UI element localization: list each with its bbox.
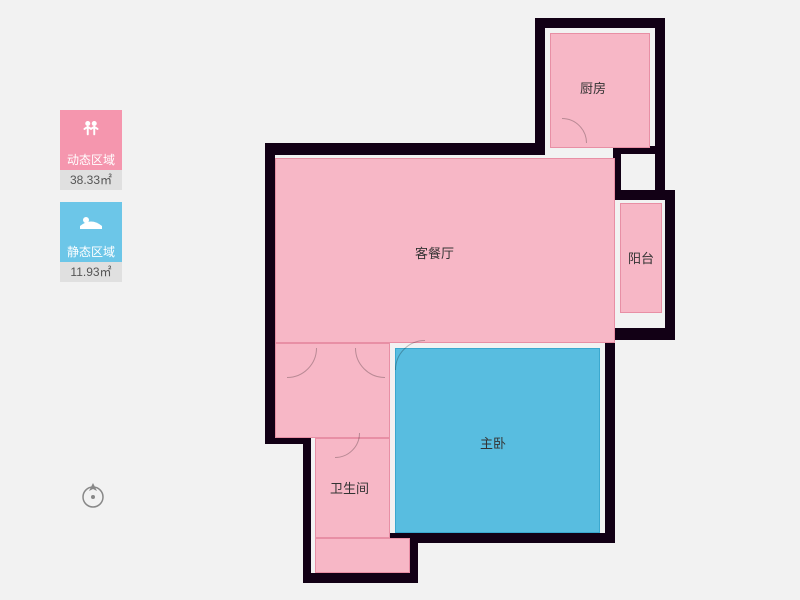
wall [535,18,545,153]
legend-dynamic-label: 动态区域 [60,150,122,170]
label-kitchen: 厨房 [580,78,606,97]
wall [265,143,545,155]
wall [388,533,613,543]
wall [410,536,418,583]
legend-static-label: 静态区域 [60,242,122,262]
room-entry [315,538,410,573]
wall [303,436,311,581]
floorplan: 客餐厅 厨房 阳台 主卧 卫生间 [255,18,685,583]
legend-static-icon [60,202,122,242]
legend-static: 静态区域 11.93㎡ [60,202,122,282]
wall [265,143,275,443]
bed-icon [77,211,105,233]
legend-dynamic-value: 38.33㎡ [60,170,122,190]
wall [605,338,615,543]
label-balcony: 阳台 [628,248,654,267]
legend-dynamic-icon [60,110,122,150]
legend-dynamic: 动态区域 38.33㎡ [60,110,122,190]
compass-icon [78,480,108,510]
people-icon [78,117,104,143]
wall [665,190,675,340]
wall [615,190,665,200]
wall [303,573,418,583]
wall [655,18,665,198]
label-master: 主卧 [480,433,506,452]
label-bath: 卫生间 [330,478,369,497]
wall [535,18,665,28]
legend-static-value: 11.93㎡ [60,262,122,282]
legend: 动态区域 38.33㎡ 静态区域 11.93㎡ [60,110,122,294]
label-living: 客餐厅 [415,243,454,262]
